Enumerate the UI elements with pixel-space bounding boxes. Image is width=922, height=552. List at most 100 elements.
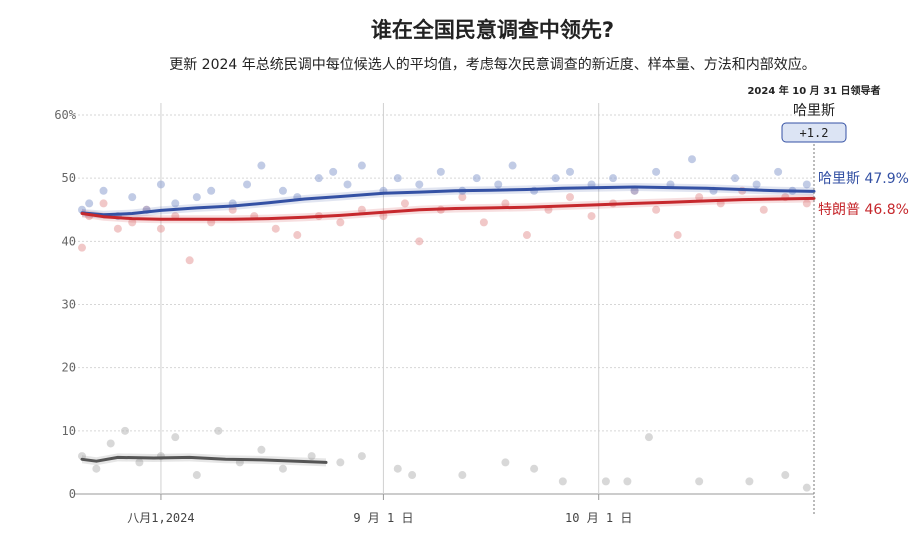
leader-margin-value: +1.2 — [800, 126, 829, 140]
harris-poll-dot — [731, 174, 740, 183]
harris-poll-dot — [278, 186, 287, 195]
other-poll-dot — [121, 426, 130, 435]
harris-poll-dot — [128, 193, 137, 202]
harris-poll-dot — [752, 180, 761, 189]
other-poll-dot — [644, 433, 653, 442]
uncertainty-bands — [82, 183, 814, 467]
trump-poll-dot — [802, 199, 811, 208]
trump-end-label: 特朗普 46.8% — [818, 202, 909, 218]
other-poll-dot — [458, 471, 467, 480]
trump-poll-dot — [458, 193, 467, 202]
y-tick-label: 50 — [62, 171, 76, 185]
leader-date-label: 2024 年 10 月 31 日领导者 — [747, 84, 880, 97]
x-tick-label: 10 月 1 日 — [565, 511, 632, 525]
other-poll-dot — [393, 464, 402, 473]
harris-poll-dot — [314, 174, 323, 183]
trump-poll-dot — [566, 193, 574, 202]
other-poll-dot — [530, 464, 539, 473]
other-poll-dot — [106, 439, 115, 448]
trump-average-line — [80, 196, 816, 221]
x-tick-label: 9 月 1 日 — [353, 511, 413, 525]
harris-poll-dot — [85, 199, 94, 208]
harris-poll-dot — [257, 161, 266, 170]
other-poll-dot — [336, 458, 345, 467]
trump-poll-dot — [587, 212, 596, 221]
trump-poll-dot — [379, 212, 388, 221]
harris-poll-dot — [156, 180, 165, 189]
harris-poll-dot — [329, 167, 338, 176]
trump-poll-dot — [357, 205, 366, 214]
harris-average-line — [80, 185, 816, 217]
y-tick-label: 40 — [62, 234, 76, 248]
trump-poll-dot — [695, 193, 704, 202]
trump-poll-dot — [336, 218, 345, 227]
y-tick-label: 0 — [69, 487, 76, 501]
leader-name: 哈里斯 — [793, 103, 835, 119]
other-poll-dot — [278, 464, 287, 473]
leader-margin-badge — [781, 122, 847, 143]
harris-end-label: 哈里斯 47.9% — [818, 171, 909, 187]
other-poll-dot — [802, 483, 811, 492]
harris-poll-dot — [415, 180, 424, 189]
other-poll-dot — [257, 445, 266, 454]
trump-poll-dot — [113, 224, 122, 233]
harris-poll-dot — [774, 167, 783, 176]
harris-poll-dot — [357, 161, 366, 170]
trump-poll-dot — [759, 205, 768, 214]
y-tick-label: 60% — [54, 108, 76, 122]
y-axis: 0 10 20 30 40 50 60% — [54, 108, 76, 501]
harris-poll-dot — [609, 174, 618, 183]
harris-poll-dot — [472, 174, 481, 183]
other-poll-dot — [501, 458, 510, 467]
other-poll-dot — [781, 471, 790, 480]
harris-poll-dot — [343, 180, 352, 189]
harris-poll-dot — [566, 167, 574, 176]
trump-poll-dot — [185, 256, 194, 265]
other-poll-dot — [357, 452, 366, 461]
y-tick-label: 20 — [62, 361, 76, 375]
other-poll-dot — [558, 477, 567, 486]
other-poll-dot — [307, 452, 316, 461]
other-poll-dot — [192, 471, 201, 480]
harris-poll-dot — [207, 186, 216, 195]
y-tick-label: 10 — [62, 424, 76, 438]
other-poll-dot — [623, 477, 632, 486]
harris-poll-dot — [393, 174, 402, 183]
trump-poll-dot — [271, 224, 280, 233]
trump-poll-dot — [673, 231, 682, 240]
grid-lines — [74, 103, 814, 495]
other-poll-dot — [214, 426, 223, 435]
trump-poll-dot — [228, 205, 237, 214]
harris-poll-dot — [243, 180, 252, 189]
trump-poll-dot — [415, 237, 424, 246]
trump-poll-dot — [99, 199, 108, 208]
other-poll-dot — [601, 477, 610, 486]
harris-poll-dot — [551, 174, 560, 183]
harris-poll-dot — [652, 167, 661, 176]
harris-poll-dot — [99, 186, 108, 195]
harris-poll-dot — [688, 155, 696, 164]
trump-poll-dot — [479, 218, 488, 227]
trump-poll-dot — [501, 199, 510, 208]
page-subtitle: 更新 2024 年总统民调中每位候选人的平均值，考虑每次民意调查的新近度、样本量… — [169, 57, 816, 73]
harris-poll-dot — [494, 180, 503, 189]
average-lines — [80, 185, 816, 464]
harris-poll-dot — [192, 193, 201, 202]
other-poll-dot — [745, 477, 754, 486]
harris-poll-dot — [508, 161, 517, 170]
other-poll-dot — [695, 477, 704, 486]
trump-poll-dot — [652, 205, 661, 214]
other-poll-dot — [408, 471, 417, 480]
other-poll-dot — [135, 458, 144, 467]
other-poll-dot — [92, 464, 101, 473]
x-tick-label: 八月1,2024 — [127, 511, 194, 525]
harris-poll-dot — [436, 167, 445, 176]
trump-poll-dot — [522, 231, 531, 240]
other-average-line — [80, 455, 328, 464]
harris-poll-dot — [630, 186, 639, 195]
harris-poll-dot — [171, 199, 180, 208]
trump-poll-dot — [293, 231, 302, 240]
y-tick-label: 30 — [62, 298, 76, 312]
trump-poll-dot — [156, 224, 165, 233]
